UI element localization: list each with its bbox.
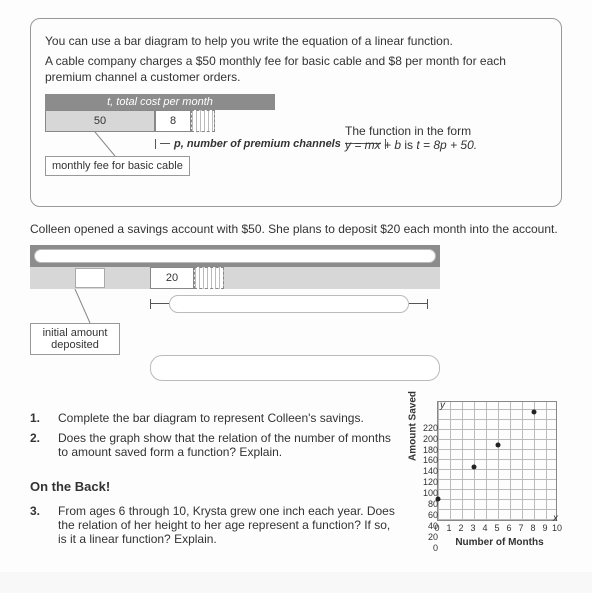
blank-answer-box[interactable] — [150, 355, 440, 381]
example-box: You can use a bar diagram to help you wr… — [30, 18, 562, 207]
blank-top-label[interactable] — [34, 249, 436, 263]
callout-initial-amount: initial amount deposited — [30, 323, 120, 355]
y-tick: 120 — [423, 477, 438, 487]
x-tick: 5 — [494, 523, 499, 533]
question-1: 1. Complete the bar diagram to represent… — [30, 411, 395, 425]
bar-top-label: t, total cost per month — [45, 94, 275, 110]
y-tick: 80 — [428, 499, 438, 509]
y-tick: 220 — [423, 423, 438, 433]
y-tick: 140 — [423, 466, 438, 476]
y-tick: 200 — [423, 434, 438, 444]
x-tick: 10 — [552, 523, 562, 533]
bar-seg-hatched-2 — [194, 267, 224, 289]
x-tick: 8 — [530, 523, 535, 533]
problem-bar-diagram: 20 initial amount deposited — [30, 245, 562, 395]
y-tick: 100 — [423, 488, 438, 498]
x-tick: 0 — [434, 523, 439, 533]
y-tick: 180 — [423, 445, 438, 455]
bar-bottom-label: p, number of premium channels — [174, 138, 341, 150]
function-text: The function in the form y = mx + b is t… — [345, 124, 477, 152]
data-point — [472, 464, 477, 469]
x-tick: 1 — [446, 523, 451, 533]
y-tick: 0 — [433, 543, 438, 553]
data-point — [532, 410, 537, 415]
x-tick: 7 — [518, 523, 523, 533]
y-tick: 60 — [428, 510, 438, 520]
example-bar-diagram: t, total cost per month 50 8 p, number o… — [45, 94, 547, 194]
x-tick: 3 — [470, 523, 475, 533]
data-point — [496, 442, 501, 447]
bar-seg-50: 50 — [45, 110, 155, 132]
problem-text: Colleen opened a savings account with $5… — [30, 221, 562, 237]
callout-monthly-fee: monthly fee for basic cable — [45, 156, 190, 176]
bar-seg-8: 8 — [155, 110, 191, 132]
x-tick: 4 — [482, 523, 487, 533]
x-tick: 9 — [542, 523, 547, 533]
blank-seg-1[interactable] — [75, 268, 105, 288]
example-intro-2: A cable company charges a $50 monthly fe… — [45, 53, 547, 85]
on-the-back-heading: On the Back! — [30, 479, 395, 494]
y-tick: 160 — [423, 455, 438, 465]
bar-seg-20: 20 — [150, 267, 194, 289]
x-tick: 6 — [506, 523, 511, 533]
blank-bottom-label[interactable] — [169, 295, 409, 313]
question-3: 3. From ages 6 through 10, Krysta grew o… — [30, 504, 395, 546]
y-tick: 20 — [428, 532, 438, 542]
example-intro-1: You can use a bar diagram to help you wr… — [45, 33, 547, 49]
x-tick: 2 — [458, 523, 463, 533]
question-2: 2. Does the graph show that the relation… — [30, 431, 395, 459]
graph: y x Amount Saved Number of Months 220200… — [407, 401, 562, 548]
bar-seg-hatched — [191, 110, 215, 132]
